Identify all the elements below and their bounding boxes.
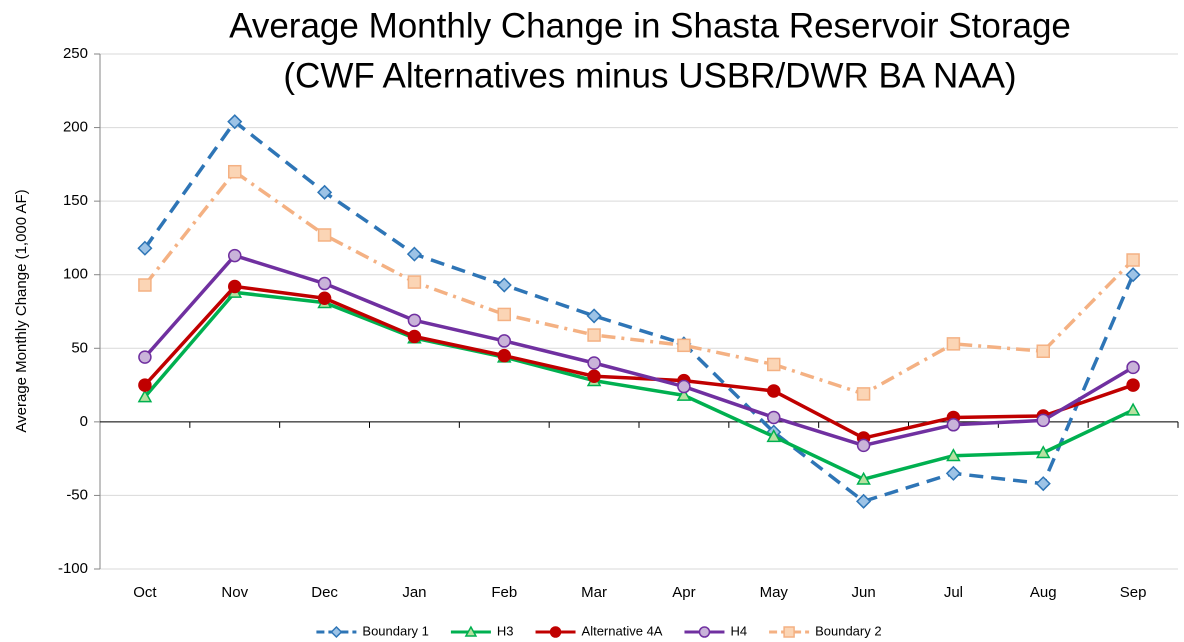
data-point	[497, 307, 511, 322]
data-point	[317, 291, 332, 306]
data-point	[677, 338, 691, 353]
data-point	[137, 389, 153, 403]
y-tick-label: 0	[80, 413, 88, 430]
chart-title: Average Monthly Change in Shasta Reservo…	[229, 6, 1071, 45]
data-point	[138, 278, 152, 292]
data-point	[945, 465, 961, 481]
data-point	[1125, 402, 1141, 416]
legend-item: Boundary 1	[316, 623, 429, 638]
y-tick-label: -100	[58, 560, 88, 577]
x-tick-label: Dec	[311, 584, 338, 601]
legend-item: Boundary 2	[769, 623, 882, 638]
data-point	[586, 308, 602, 324]
data-point	[228, 279, 242, 294]
data-point	[228, 164, 242, 179]
legend-label: H3	[497, 623, 514, 638]
x-tick-label: Jul	[944, 584, 963, 601]
data-point	[1126, 253, 1140, 267]
legend-marker	[330, 625, 343, 639]
y-tick-label: 250	[63, 45, 88, 62]
data-point	[767, 384, 781, 398]
data-point	[1126, 378, 1140, 392]
data-point	[587, 369, 601, 383]
x-tick-label: May	[760, 584, 789, 601]
series-line	[143, 253, 1134, 448]
data-point	[138, 350, 152, 364]
data-point	[497, 348, 511, 363]
data-point	[676, 387, 692, 401]
data-point	[1125, 267, 1141, 283]
data-point	[767, 410, 781, 425]
data-point	[1036, 344, 1050, 358]
data-point	[227, 114, 243, 130]
data-point	[317, 184, 333, 200]
x-tick-label: Mar	[581, 584, 607, 601]
data-point	[587, 328, 601, 342]
chart-subtitle: (CWF Alternatives minus USBR/DWR BA NAA)	[283, 56, 1016, 95]
x-tick-label: Oct	[133, 584, 157, 601]
legend-item: H3	[450, 623, 514, 638]
x-tick-label: Jan	[402, 584, 426, 601]
y-tick-label: 200	[63, 119, 88, 136]
legend-marker	[549, 626, 562, 638]
legend-label: H4	[730, 623, 747, 638]
x-tick-label: Nov	[221, 584, 248, 601]
data-point	[317, 228, 332, 242]
series-line	[143, 290, 1134, 481]
data-point	[767, 357, 781, 372]
data-point	[856, 493, 872, 509]
series-line	[143, 169, 1135, 396]
legend-marker	[783, 626, 795, 638]
data-point	[1036, 413, 1050, 428]
x-tick-label: Apr	[672, 584, 695, 601]
data-point	[497, 334, 511, 348]
data-point	[856, 438, 871, 453]
data-point	[766, 429, 782, 443]
data-point	[406, 246, 422, 262]
data-point	[856, 471, 871, 485]
data-point	[407, 313, 422, 328]
data-point	[317, 276, 332, 291]
data-point	[407, 275, 422, 289]
legend-marker	[698, 626, 711, 638]
data-point	[138, 378, 152, 392]
series-line	[143, 119, 1135, 504]
data-point	[946, 418, 961, 432]
legend-marker	[464, 625, 478, 637]
y-tick-label: 50	[71, 339, 88, 356]
data-point	[587, 356, 601, 370]
x-tick-label: Feb	[491, 584, 517, 601]
legend-item: Alternative 4A	[535, 623, 663, 638]
data-point	[677, 379, 691, 394]
data-point	[856, 387, 871, 401]
data-point	[946, 448, 961, 462]
x-tick-label: Jun	[851, 584, 875, 601]
data-point	[496, 277, 512, 293]
data-point	[1035, 445, 1051, 459]
series-line	[143, 284, 1134, 440]
y-tick-label: 100	[63, 266, 88, 283]
x-tick-label: Aug	[1030, 584, 1057, 601]
x-tick-label: Sep	[1120, 584, 1147, 601]
data-point	[1035, 476, 1051, 492]
y-tick-label: 150	[63, 192, 88, 209]
data-point	[1126, 360, 1140, 375]
legend-label: Alternative 4A	[582, 623, 663, 638]
data-point	[946, 337, 961, 351]
data-point	[137, 240, 153, 256]
y-axis-label: Average Monthly Change (1,000 AF)	[13, 189, 30, 432]
data-point	[228, 248, 242, 263]
legend-label: Boundary 1	[362, 623, 429, 638]
legend-label: Boundary 2	[815, 623, 882, 638]
legend: Boundary 1 H3 Alternative 4A H4 Boundary 2	[316, 623, 882, 638]
legend-item: H4	[684, 623, 747, 638]
data-point	[407, 329, 422, 344]
y-tick-label: -50	[66, 486, 88, 503]
